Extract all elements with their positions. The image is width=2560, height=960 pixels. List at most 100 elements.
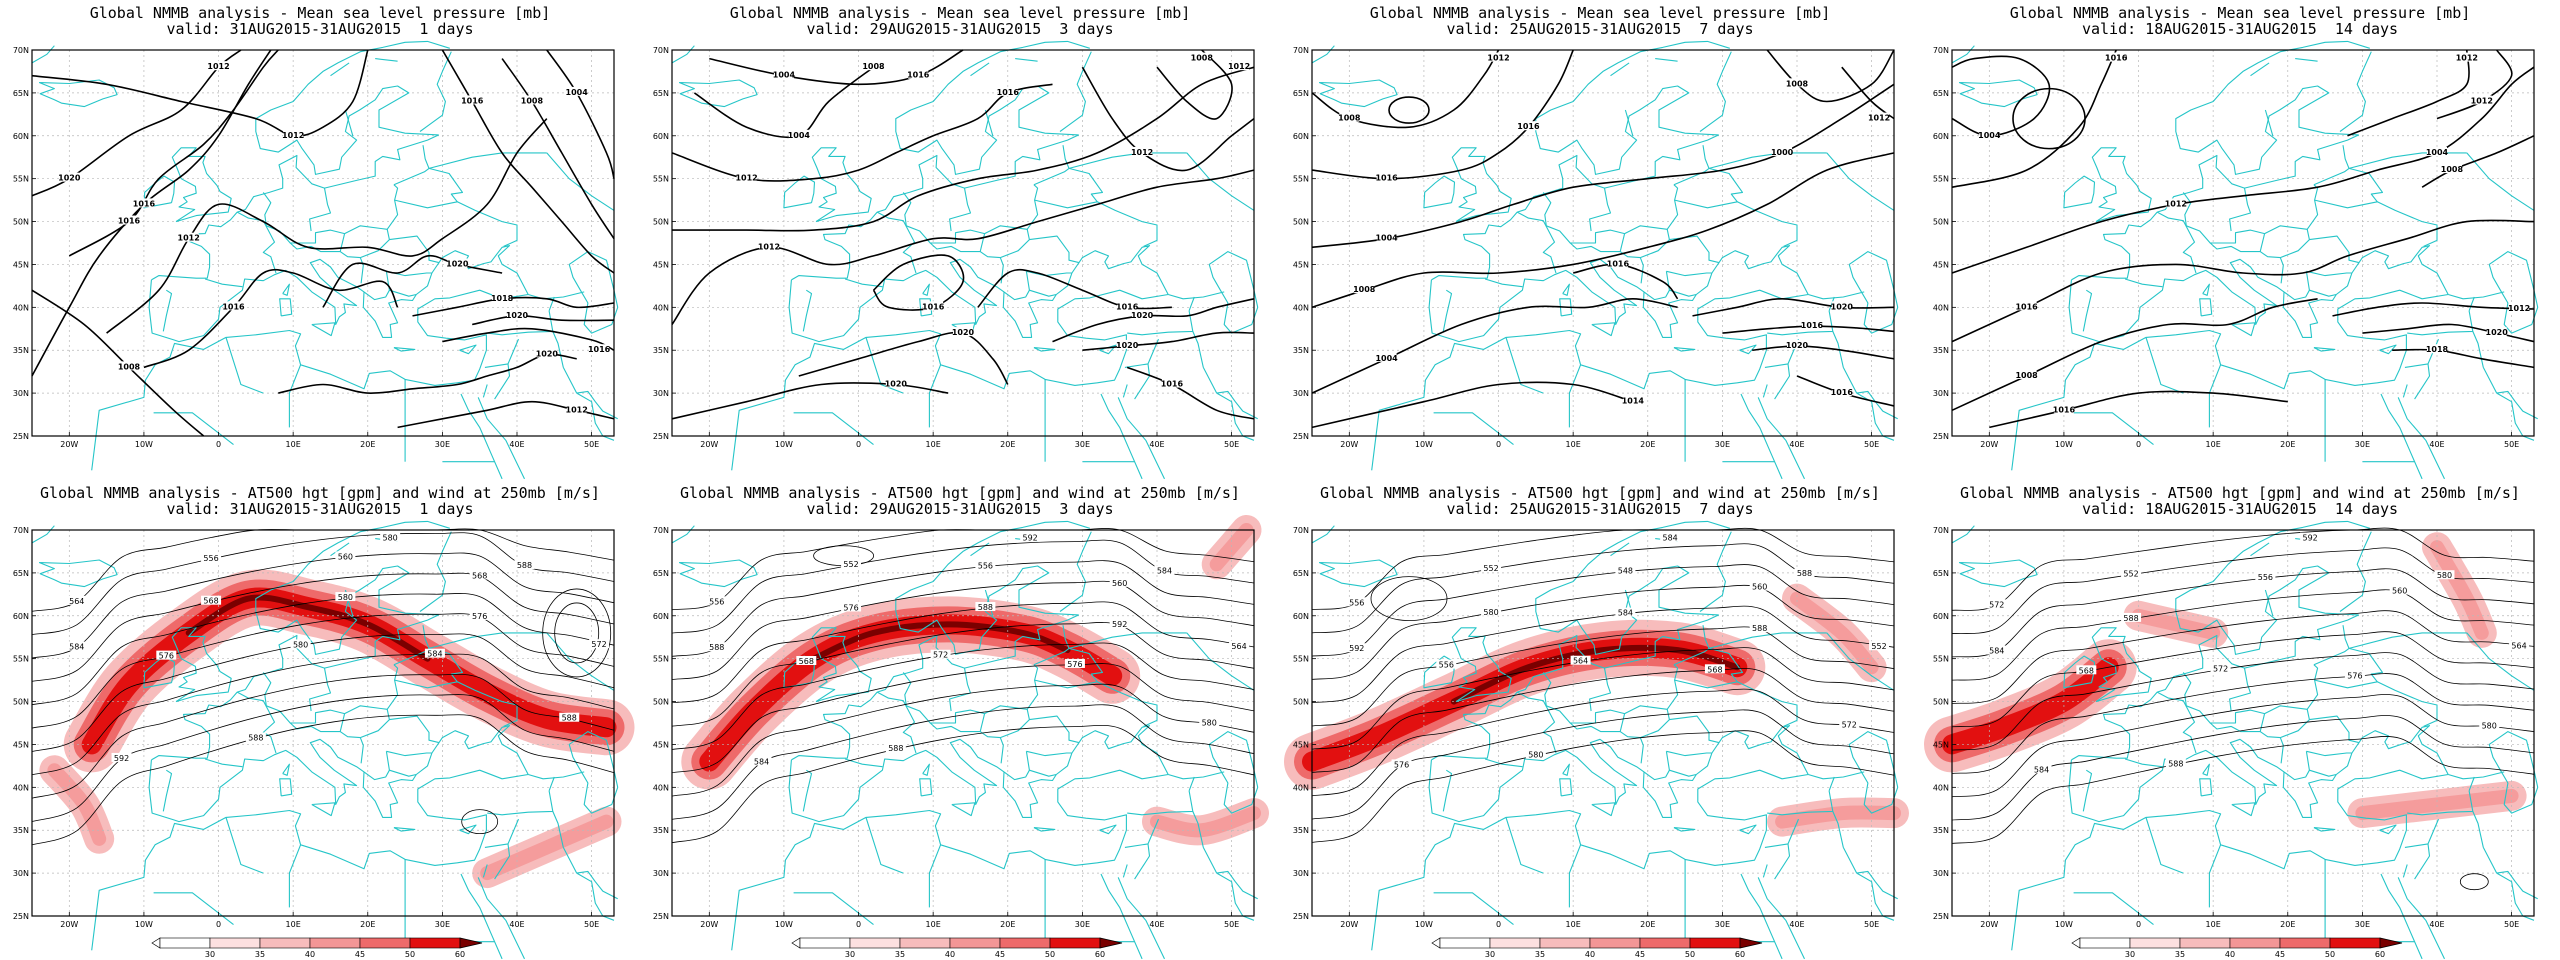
lat-tick-label: 55N: [13, 175, 29, 184]
coastline: [289, 709, 390, 739]
coastline: [482, 864, 488, 878]
isobar: [2436, 49, 2513, 120]
contour-label-bg: [1481, 563, 1502, 573]
coastline: [386, 750, 432, 757]
coastline: [1842, 367, 1858, 394]
coastline: [2279, 257, 2284, 284]
contour-label: 556: [709, 597, 724, 606]
colorbar-swatch: [2079, 937, 2131, 949]
jet-core: [1450, 644, 1741, 705]
coastline: [2348, 647, 2384, 683]
contour-label: 1020: [446, 259, 469, 268]
contour-label: 592: [114, 754, 129, 763]
coastline: [330, 542, 350, 557]
coastline: [552, 331, 564, 368]
coastline: [279, 778, 293, 797]
contour-label: 1016: [1375, 174, 1398, 183]
lon-tick-label: 20W: [1340, 920, 1358, 929]
coastline: [2124, 758, 2163, 768]
contour-label-bg: [335, 551, 356, 561]
coastline: [1673, 827, 1696, 832]
contour-label: 580: [383, 534, 398, 543]
lat-tick-label: 50N: [653, 218, 669, 227]
colorbar-tick-label: 45: [2275, 950, 2285, 959]
contour-label: 1020: [58, 174, 81, 183]
contour-label-bg: [1801, 320, 1822, 330]
coastline: [1318, 559, 1398, 588]
lon-tick-label: 10W: [775, 440, 793, 449]
contour-label-bg: [1831, 387, 1852, 397]
coastline: [2314, 679, 2438, 727]
contour-label: 588: [248, 733, 263, 742]
contour-label-bg: [492, 292, 513, 302]
coastline: [788, 258, 1057, 343]
colorbar-tick-label: 35: [2175, 950, 2185, 959]
lon-tick-label: 30E: [435, 440, 450, 449]
contour-label-bg: [2016, 369, 2037, 379]
isobar: [442, 327, 615, 351]
contour-label: 588: [517, 561, 532, 570]
isobar: [1951, 66, 2535, 274]
colorbar-arrow-right: [1099, 937, 1123, 949]
colorbar-tick-label: 40: [305, 950, 315, 959]
height-contour: [671, 560, 1255, 657]
coastline: [1433, 412, 1514, 446]
colorbar-tick-label: 60: [1095, 950, 1105, 959]
lat-tick-label: 70N: [1933, 526, 1949, 535]
contour-label: 584: [1618, 609, 1633, 618]
lon-tick-label: 10E: [2206, 920, 2221, 929]
lon-tick-label: 20W: [1340, 440, 1358, 449]
coastline: [1034, 199, 1158, 247]
panel-title-line1: Global NMMB analysis - AT500 hgt [gpm] a…: [1960, 484, 2520, 502]
contour-label: 592: [1023, 534, 1038, 543]
coastline: [330, 62, 350, 77]
contour-label-bg: [885, 743, 906, 753]
lon-tick-label: 0: [2136, 920, 2141, 929]
coastline: [2313, 347, 2336, 352]
contour-label: 568: [799, 657, 814, 666]
contour-label-bg: [566, 86, 587, 96]
contour-label: 1012: [178, 234, 200, 243]
isobar: [1126, 366, 1255, 420]
contour-label: 552: [1483, 564, 1498, 573]
contour-label-bg: [759, 241, 779, 251]
colorbar-tick-label: 40: [1585, 950, 1595, 959]
contour-label-bg: [1660, 532, 1681, 542]
coastline: [2229, 188, 2252, 232]
contour-label: 588: [709, 643, 724, 652]
contour-label: 580: [1483, 608, 1498, 617]
contour-label: 552: [1871, 642, 1886, 651]
height-contour: [1951, 694, 2535, 798]
coastline: [793, 412, 874, 446]
coastline: [2482, 847, 2498, 874]
isobar: [1752, 345, 1895, 360]
coastline: [1127, 790, 1194, 816]
coastline: [1311, 45, 1335, 64]
lat-tick-label: 45N: [1933, 260, 1949, 269]
lon-tick-label: 50E: [1224, 920, 1239, 929]
contour-label-bg: [1376, 232, 1397, 242]
coastline: [1739, 824, 1757, 835]
coastline: [2407, 790, 2474, 816]
coastline: [1740, 873, 1783, 960]
lon-tick-label: 40E: [1789, 920, 1804, 929]
coastlines: [1311, 40, 1899, 480]
contour-label-bg: [2300, 532, 2321, 542]
contour-label: 1012: [566, 405, 588, 414]
contour-label-bg: [2165, 198, 2186, 208]
jet-band-mid: [1150, 806, 1261, 838]
coastline: [1958, 559, 2038, 588]
contour-label: 588: [2168, 759, 2183, 768]
coastline: [2309, 769, 2337, 777]
coastline: [731, 289, 1169, 471]
contour-label: 556: [203, 554, 218, 563]
coastline: [494, 843, 511, 880]
contour-label: 1004: [2426, 148, 2449, 157]
coastline: [288, 844, 302, 908]
map-content: 1008 1016 1000 1008 1004 1016 1020 1016 1020 1014…: [1293, 40, 1899, 480]
coastline: [2071, 614, 2359, 761]
lat-tick-label: 25N: [1293, 912, 1309, 921]
lat-tick-label: 25N: [653, 432, 669, 441]
lon-tick-label: 50E: [584, 920, 599, 929]
